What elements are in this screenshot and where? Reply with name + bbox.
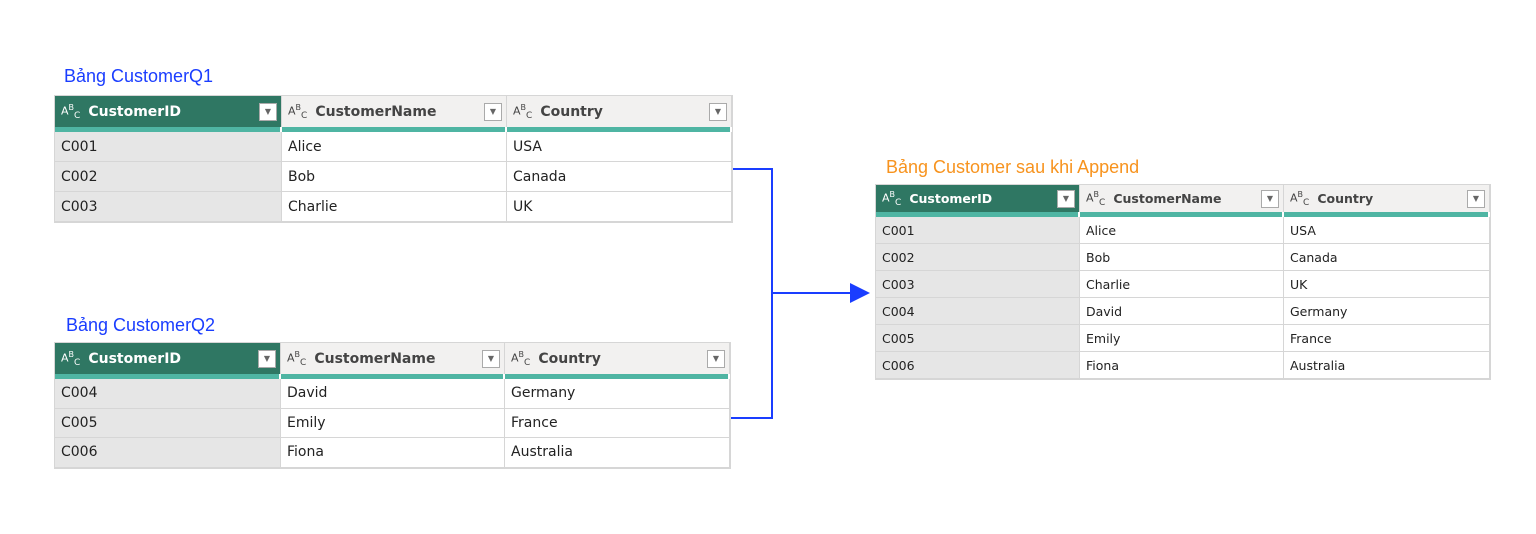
- column-header[interactable]: ABC Country ▼: [1284, 185, 1490, 212]
- customer-append-table: ABC CustomerID ▼ ABC CustomerName ▼ ABC …: [875, 184, 1491, 380]
- table-cell: Germany: [505, 379, 730, 409]
- table-cell: Canada: [1284, 244, 1490, 271]
- table-cell: Emily: [1080, 325, 1284, 352]
- table-row: C001 Alice USA: [876, 217, 1490, 244]
- abc-text-type-icon[interactable]: ABC: [1290, 189, 1310, 208]
- table-cell: UK: [1284, 271, 1490, 298]
- table-cell: David: [1080, 298, 1284, 325]
- table-row: C004 David Germany: [55, 379, 730, 409]
- filter-dropdown-icon[interactable]: ▼: [1057, 189, 1075, 208]
- table-row: C003 Charlie UK: [876, 271, 1490, 298]
- column-header-label: CustomerID: [909, 191, 993, 206]
- table-row: C003 Charlie UK: [55, 192, 732, 222]
- filter-dropdown-icon[interactable]: ▼: [1467, 189, 1485, 208]
- column-header[interactable]: ABC Country ▼: [507, 96, 732, 127]
- column-header-label: Country: [540, 103, 603, 120]
- table-cell: C001: [876, 217, 1080, 244]
- table-row: C002 Bob Canada: [876, 244, 1490, 271]
- column-header[interactable]: ABC CustomerName ▼: [1080, 185, 1284, 212]
- filter-dropdown-icon[interactable]: ▼: [707, 349, 725, 368]
- filter-dropdown-icon[interactable]: ▼: [482, 349, 500, 368]
- q2-title: Bảng CustomerQ2: [66, 315, 216, 335]
- table-cell: C002: [876, 244, 1080, 271]
- abc-text-type-icon[interactable]: ABC: [61, 102, 81, 121]
- q1-title: Bảng CustomerQ1: [64, 66, 214, 86]
- table-cell: Canada: [507, 162, 732, 192]
- filter-dropdown-icon[interactable]: ▼: [259, 102, 277, 121]
- table-row: C004 David Germany: [876, 298, 1490, 325]
- column-header[interactable]: ABC CustomerID ▼: [55, 96, 282, 127]
- table-cell: C006: [876, 352, 1080, 379]
- table-cell: C005: [55, 408, 281, 438]
- table-cell: C002: [55, 162, 282, 192]
- table-cell: C003: [876, 271, 1080, 298]
- table-cell: Germany: [1284, 298, 1490, 325]
- result-title: Bảng Customer sau khi Append: [886, 157, 1140, 177]
- header-row: ABC CustomerID ▼ ABC CustomerName ▼ ABC …: [55, 343, 730, 374]
- column-header-label: Country: [538, 350, 601, 367]
- column-header[interactable]: ABC CustomerName ▼: [282, 96, 507, 127]
- filter-dropdown-icon[interactable]: ▼: [258, 349, 276, 368]
- abc-text-type-icon[interactable]: ABC: [287, 349, 307, 368]
- header-row: ABC CustomerID ▼ ABC CustomerName ▼ ABC …: [876, 185, 1490, 212]
- table-cell: Alice: [282, 132, 507, 162]
- abc-text-type-icon[interactable]: ABC: [61, 349, 81, 368]
- table-cell: Charlie: [1080, 271, 1284, 298]
- table-row: C001 Alice USA: [55, 132, 732, 162]
- table-row: C005 Emily France: [55, 408, 730, 438]
- abc-text-type-icon[interactable]: ABC: [513, 102, 533, 121]
- table-cell: C001: [55, 132, 282, 162]
- connector-lines: [731, 168, 773, 419]
- column-header-label: CustomerID: [88, 103, 182, 120]
- abc-text-type-icon[interactable]: ABC: [882, 189, 902, 208]
- table-cell: C004: [876, 298, 1080, 325]
- table-cell: C003: [55, 192, 282, 222]
- table-cell: Bob: [1080, 244, 1284, 271]
- table-cell: UK: [507, 192, 732, 222]
- table-row: C002 Bob Canada: [55, 162, 732, 192]
- column-quality-bar: [876, 212, 1490, 217]
- table-cell: USA: [507, 132, 732, 162]
- column-header-label: CustomerName: [315, 103, 437, 120]
- header-row: ABC CustomerID ▼ ABC CustomerName ▼ ABC …: [55, 96, 732, 127]
- customer-q1-table: ABC CustomerID ▼ ABC CustomerName ▼ ABC …: [54, 95, 733, 223]
- column-header[interactable]: ABC Country ▼: [505, 343, 730, 374]
- column-quality-bar: [55, 374, 730, 379]
- filter-dropdown-icon[interactable]: ▼: [484, 102, 502, 121]
- table-cell: Alice: [1080, 217, 1284, 244]
- column-header-label: CustomerID: [88, 350, 182, 367]
- table-cell: C006: [55, 438, 281, 468]
- table-cell: Charlie: [282, 192, 507, 222]
- customer-q2-table: ABC CustomerID ▼ ABC CustomerName ▼ ABC …: [54, 342, 731, 469]
- column-header[interactable]: ABC CustomerID ▼: [55, 343, 281, 374]
- column-header[interactable]: ABC CustomerName ▼: [281, 343, 505, 374]
- table-cell: France: [505, 408, 730, 438]
- abc-text-type-icon[interactable]: ABC: [1086, 189, 1106, 208]
- abc-text-type-icon[interactable]: ABC: [511, 349, 531, 368]
- arrow-head-icon: [850, 283, 870, 303]
- column-header-label: Country: [1317, 191, 1374, 206]
- table-cell: David: [281, 379, 505, 409]
- table-row: C006 Fiona Australia: [55, 438, 730, 468]
- table-cell: Fiona: [281, 438, 505, 468]
- table-cell: Emily: [281, 408, 505, 438]
- table-cell: USA: [1284, 217, 1490, 244]
- column-header[interactable]: ABC CustomerID ▼: [876, 185, 1080, 212]
- column-quality-bar: [55, 127, 732, 132]
- filter-dropdown-icon[interactable]: ▼: [1261, 189, 1279, 208]
- table-cell: Bob: [282, 162, 507, 192]
- table-cell: Australia: [505, 438, 730, 468]
- filter-dropdown-icon[interactable]: ▼: [709, 102, 727, 121]
- column-header-label: CustomerName: [1113, 191, 1222, 206]
- table-row: C006 Fiona Australia: [876, 352, 1490, 379]
- table-cell: France: [1284, 325, 1490, 352]
- table-cell: Fiona: [1080, 352, 1284, 379]
- abc-text-type-icon[interactable]: ABC: [288, 102, 308, 121]
- table-cell: C005: [876, 325, 1080, 352]
- table-cell: C004: [55, 379, 281, 409]
- table-row: C005 Emily France: [876, 325, 1490, 352]
- column-header-label: CustomerName: [314, 350, 436, 367]
- table-cell: Australia: [1284, 352, 1490, 379]
